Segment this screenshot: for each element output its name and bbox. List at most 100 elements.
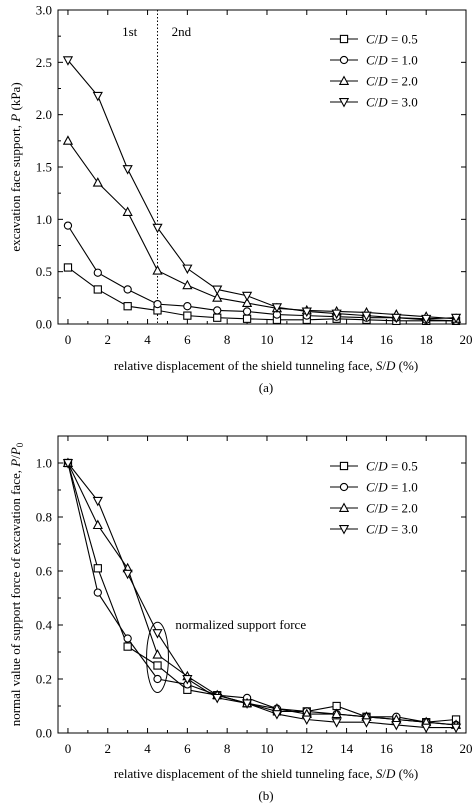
series-line <box>67 462 457 729</box>
data-point <box>212 693 223 704</box>
caption: (a) <box>259 380 273 395</box>
data-point <box>212 285 223 296</box>
data-point <box>212 292 223 302</box>
data-point <box>183 311 192 320</box>
legend-label: C/D = 3.0 <box>366 522 418 537</box>
legend-entry: C/D = 3.0 <box>330 522 418 537</box>
data-point <box>213 313 222 322</box>
x-tick-label: 4 <box>144 741 151 756</box>
legend-label: C/D = 2.0 <box>366 74 418 89</box>
data-point <box>63 221 73 230</box>
legend-marker <box>338 502 350 512</box>
x-tick-label: 16 <box>380 741 394 756</box>
series-triangle-up <box>62 135 462 323</box>
data-point <box>182 675 193 685</box>
data-point <box>242 314 252 323</box>
legend-entry: C/D = 2.0 <box>330 74 418 89</box>
data-point <box>450 723 462 734</box>
legend-label: C/D = 3.0 <box>366 95 418 110</box>
x-axis-label: relative displacement of the shield tunn… <box>114 358 418 373</box>
x-tick-label: 10 <box>260 741 273 756</box>
data-point <box>92 91 103 102</box>
y-tick-label: 2.0 <box>36 107 52 122</box>
legend-marker <box>339 482 349 492</box>
legend-marker <box>338 98 350 108</box>
series-line <box>67 59 457 320</box>
series-triangle-down <box>62 56 462 325</box>
y-tick-label: 2.5 <box>36 55 52 70</box>
x-tick-label: 20 <box>460 332 473 347</box>
x-tick-label: 6 <box>184 332 191 347</box>
x-tick-label: 0 <box>65 741 72 756</box>
data-point <box>421 314 432 325</box>
y-tick-label: 0.8 <box>36 510 52 525</box>
x-tick-label: 14 <box>340 741 354 756</box>
chart-1: 0 2 4 6 8 10 12 14 16 18 20 0.0 0.5 1.0 1.5 2.0 2.5 3.0 re… <box>8 3 473 396</box>
data-point <box>213 306 222 315</box>
data-point <box>92 519 103 530</box>
data-point <box>271 710 283 720</box>
y-axis-label: excavation face support, P (kPa) <box>8 82 23 251</box>
data-point <box>450 313 462 324</box>
legend-marker <box>338 525 350 535</box>
x-tick-label: 0 <box>65 332 72 347</box>
data-point <box>421 723 432 734</box>
x-tick-label: 18 <box>420 332 433 347</box>
legend-marker <box>339 461 349 471</box>
data-point <box>241 291 253 302</box>
data-point <box>122 206 133 216</box>
plot-frame <box>57 435 467 734</box>
data-point <box>182 264 193 275</box>
y-tick-label: 0.4 <box>36 618 53 633</box>
data-point <box>391 720 402 731</box>
x-tick-label: 2 <box>105 332 112 347</box>
data-point <box>331 718 342 728</box>
data-point <box>93 564 102 573</box>
data-point <box>92 496 103 507</box>
data-point <box>361 718 372 728</box>
data-point <box>153 674 162 684</box>
data-point <box>301 307 312 318</box>
data-point <box>123 642 132 651</box>
data-point <box>62 459 74 469</box>
x-tick-label: 4 <box>144 332 151 347</box>
x-tick-label: 16 <box>380 332 394 347</box>
x-tick-label: 18 <box>420 741 433 756</box>
data-point <box>183 302 192 311</box>
data-point <box>242 307 252 316</box>
data-point <box>241 297 253 308</box>
legend-label: C/D = 0.5 <box>366 459 418 474</box>
data-point <box>271 303 283 313</box>
annotation: 2nd <box>172 24 192 39</box>
data-point <box>93 268 102 277</box>
legend-marker <box>339 34 349 44</box>
data-point <box>123 285 132 294</box>
x-tick-label: 14 <box>340 332 354 347</box>
legend-entry: C/D = 2.0 <box>330 501 418 516</box>
data-point <box>123 302 132 311</box>
series-triangle-up <box>62 457 462 729</box>
data-point <box>332 701 341 711</box>
data-point <box>122 165 133 175</box>
y-tick-label: 0.0 <box>36 726 52 741</box>
annotation: 1st <box>122 24 138 39</box>
legend-label: C/D = 1.0 <box>366 480 418 495</box>
data-point <box>182 279 193 290</box>
x-tick-label: 12 <box>300 332 313 347</box>
x-tick-label: 12 <box>300 741 313 756</box>
data-point <box>92 177 103 187</box>
x-tick-label: 6 <box>184 741 191 756</box>
series-line <box>67 462 457 726</box>
legend-entry: C/D = 1.0 <box>330 480 418 495</box>
data-point <box>63 263 73 272</box>
y-tick-label: 1.5 <box>36 160 52 175</box>
series-square <box>63 458 461 727</box>
x-tick-label: 8 <box>224 332 231 347</box>
data-point <box>153 661 162 670</box>
x-tick-label: 2 <box>105 741 112 756</box>
y-tick-label: 0.0 <box>36 317 52 332</box>
legend-entry: C/D = 3.0 <box>330 95 418 110</box>
y-tick-label: 1.0 <box>36 456 52 471</box>
data-point <box>152 629 163 639</box>
